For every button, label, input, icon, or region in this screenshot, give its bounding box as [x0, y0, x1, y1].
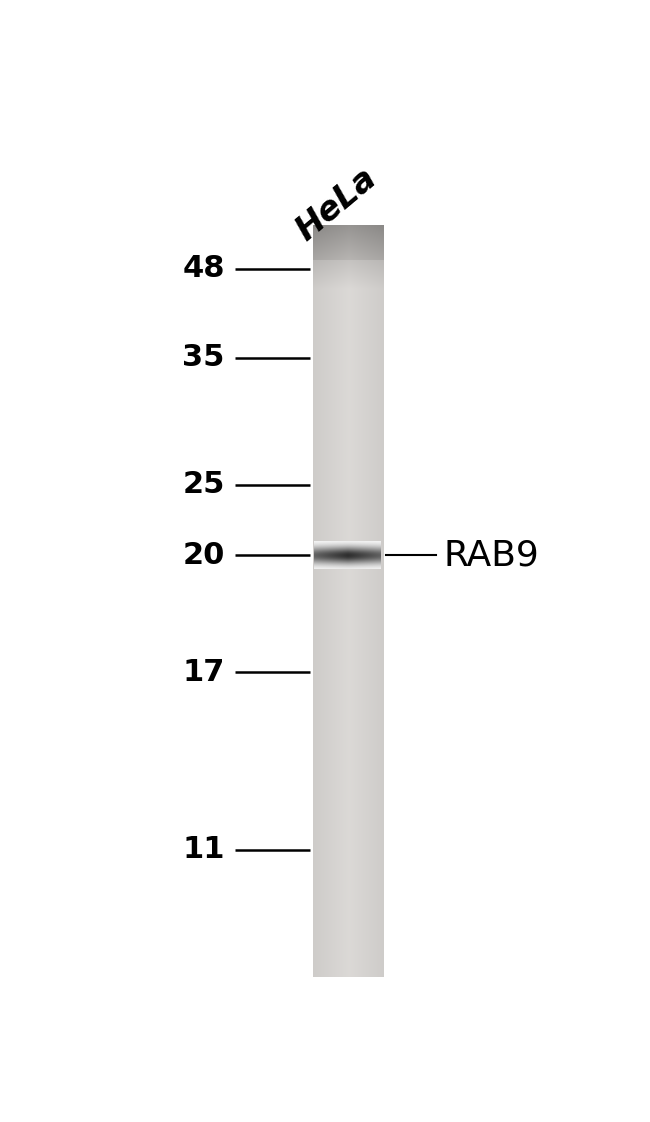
- Text: 35: 35: [183, 343, 225, 373]
- Text: 48: 48: [182, 254, 225, 283]
- Text: RAB9: RAB9: [444, 539, 540, 572]
- Text: 25: 25: [183, 470, 225, 499]
- Text: 17: 17: [183, 657, 225, 687]
- Text: HeLa: HeLa: [289, 162, 383, 247]
- Text: 11: 11: [182, 836, 225, 864]
- Text: 20: 20: [183, 541, 225, 570]
